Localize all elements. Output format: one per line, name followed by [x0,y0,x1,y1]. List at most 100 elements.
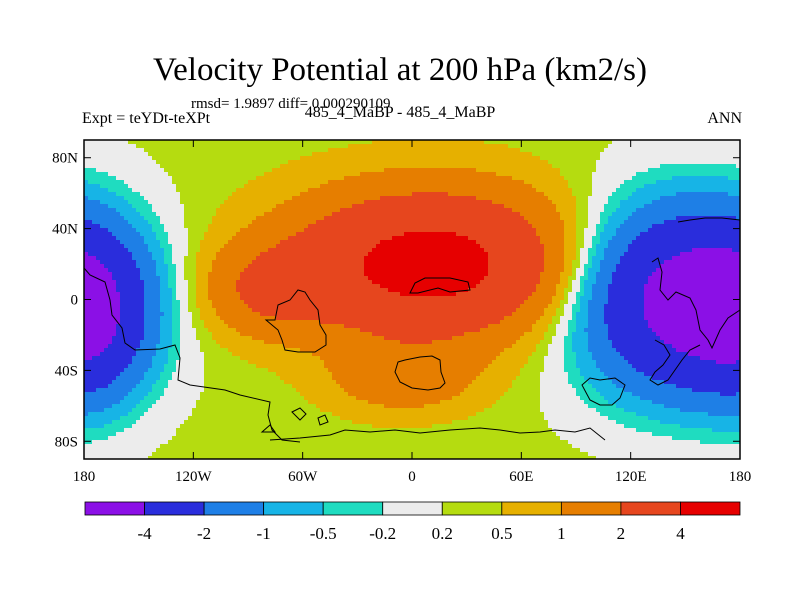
field-cell [636,256,641,261]
field-cell [412,204,417,209]
field-cell [348,176,353,181]
field-cell [272,240,277,245]
field-cell [344,152,349,157]
field-cell [348,148,353,153]
field-cell [196,248,201,253]
field-cell [180,260,185,265]
field-cell [96,208,101,213]
field-cell [172,240,177,245]
field-cell [312,176,317,181]
field-cell [708,140,713,145]
field-cell [508,140,513,145]
field-cell [188,192,193,197]
field-cell [568,248,573,253]
field-cell [296,184,301,189]
field-cell [140,176,145,181]
field-cell [492,236,497,241]
field-cell [636,168,641,173]
field-cell [628,140,633,145]
field-cell [264,212,269,217]
field-cell [600,208,605,213]
field-cell [380,144,385,149]
field-cell [720,236,725,241]
field-cell [512,176,517,181]
field-cell [128,140,133,145]
field-cell [488,220,493,225]
field-cell [204,144,209,149]
field-cell [692,156,697,161]
field-cell [480,172,485,177]
field-cell [616,180,621,185]
field-cell [440,180,445,185]
field-cell [720,180,725,185]
field-cell [324,160,329,165]
field-cell [156,212,161,217]
field-cell [664,196,669,201]
field-cell [508,172,513,177]
field-cell [328,252,333,257]
field-cell [616,256,621,261]
field-cell [460,224,465,229]
field-cell [464,200,469,205]
field-cell [164,244,169,249]
field-cell [192,164,197,169]
field-cell [540,256,545,261]
field-cell [528,248,533,253]
field-cell [172,260,177,265]
field-cell [308,216,313,221]
field-cell [304,140,309,145]
field-cell [160,200,165,205]
field-cell [512,204,517,209]
field-cell [680,144,685,149]
field-cell [584,224,589,229]
field-cell [540,172,545,177]
field-cell [320,172,325,177]
field-cell [272,188,277,193]
field-cell [172,208,177,213]
field-cell [632,160,637,165]
field-cell [344,220,349,225]
field-cell [284,140,289,145]
field-cell [448,144,453,149]
field-cell [92,168,97,173]
field-cell [416,240,421,245]
field-cell [196,240,201,245]
field-cell [176,220,181,225]
field-cell [592,236,597,241]
field-cell [284,192,289,197]
field-cell [188,224,193,229]
field-cell [556,204,561,209]
field-cell [456,216,461,221]
field-cell [684,168,689,173]
field-cell [556,164,561,169]
field-cell [584,172,589,177]
field-cell [444,256,449,261]
field-cell [324,212,329,217]
field-cell [132,160,137,165]
field-cell [144,200,149,205]
field-cell [568,240,573,245]
field-cell [92,228,97,233]
field-cell [428,204,433,209]
field-cell [672,256,677,261]
field-cell [112,240,117,245]
field-cell [160,140,165,145]
field-cell [380,152,385,157]
field-cell [420,208,425,213]
field-cell [364,184,369,189]
field-cell [604,140,609,145]
field-cell [320,148,325,153]
field-cell [400,248,405,253]
field-cell [436,240,441,245]
field-cell [632,148,637,153]
field-cell [416,168,421,173]
field-cell [296,168,301,173]
field-cell [192,232,197,237]
field-cell [168,188,173,193]
field-cell [368,236,373,241]
field-cell [340,184,345,189]
field-cell [456,252,461,257]
field-cell [584,156,589,161]
field-cell [100,164,105,169]
field-cell [232,140,237,145]
